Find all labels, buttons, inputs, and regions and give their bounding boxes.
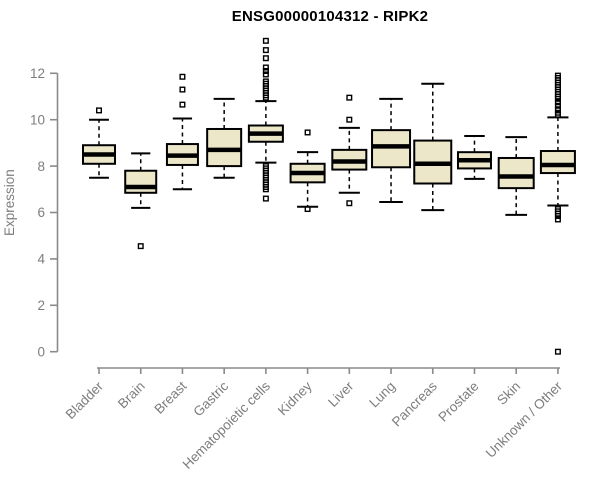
x-tick-label-kidney: Kidney xyxy=(275,378,315,418)
x-tick-label-brain: Brain xyxy=(115,379,148,412)
outlier-point xyxy=(262,67,269,74)
box-rect xyxy=(497,156,535,190)
outlier-point xyxy=(304,206,311,213)
y-tick-label: 6 xyxy=(37,205,45,220)
x-tick-label-unknown-other: Unknown / Other xyxy=(483,378,566,461)
boxplot-unknown-other xyxy=(539,72,576,355)
boxplot-breast xyxy=(165,73,199,191)
outlier-point xyxy=(262,186,269,193)
outlier-point xyxy=(262,94,269,101)
outlier-point xyxy=(179,73,186,80)
x-tick-label-bladder: Bladder xyxy=(63,378,107,422)
outlier-point xyxy=(262,195,269,202)
outlier-point xyxy=(262,37,269,44)
outlier-point xyxy=(554,99,561,106)
boxplot-gastric xyxy=(206,97,243,179)
outlier-point xyxy=(554,216,561,223)
boxplot-pancreas xyxy=(413,82,453,212)
y-tick-label: 2 xyxy=(37,298,45,313)
outlier-point xyxy=(179,101,186,108)
x-tick-label-prostate: Prostate xyxy=(435,379,481,425)
boxplot-brain xyxy=(124,152,158,250)
box-rect xyxy=(539,150,576,175)
outlier-point xyxy=(262,64,269,71)
boxplot-lung xyxy=(371,97,412,204)
y-tick-label: 10 xyxy=(30,112,45,127)
x-tick-label-breast: Breast xyxy=(151,378,189,416)
boxplot-hematopoietic-cells xyxy=(247,37,284,202)
box-rect xyxy=(371,129,412,169)
box-rect xyxy=(206,127,243,168)
outlier-point xyxy=(262,47,269,54)
outlier-point xyxy=(346,94,353,101)
outlier-point xyxy=(262,71,269,78)
y-tick-label: 12 xyxy=(30,66,45,81)
x-tick-label-skin: Skin xyxy=(494,379,523,408)
outlier-point xyxy=(554,95,561,102)
outlier-point xyxy=(179,86,186,93)
chart-title: ENSG00000104312 - RIPK2 xyxy=(231,8,429,25)
outlier-point xyxy=(554,102,561,109)
x-tick-label-lung: Lung xyxy=(366,379,398,411)
outlier-point xyxy=(554,348,561,355)
y-tick-label: 8 xyxy=(37,159,45,174)
outlier-point xyxy=(554,106,561,113)
outlier-point xyxy=(95,107,102,114)
outlier-point xyxy=(137,243,144,250)
boxplot-skin xyxy=(497,136,535,216)
y-tick-label: 4 xyxy=(37,252,45,267)
outlier-point xyxy=(262,55,269,62)
box-rect xyxy=(124,169,158,194)
outlier-point xyxy=(554,112,561,119)
boxplot-bladder xyxy=(82,107,116,179)
boxplot-kidney xyxy=(289,129,326,213)
x-tick-label-liver: Liver xyxy=(325,378,357,410)
x-tick-label-pancreas: Pancreas xyxy=(389,378,440,429)
boxplot-prostate xyxy=(456,134,492,180)
boxplot-liver xyxy=(331,94,368,207)
x-tick-label-gastric: Gastric xyxy=(190,378,231,419)
outlier-point xyxy=(346,116,353,123)
outlier-point xyxy=(346,200,353,207)
outlier-point xyxy=(304,129,311,136)
y-tick-label: 0 xyxy=(37,344,45,359)
outlier-point xyxy=(554,212,561,219)
